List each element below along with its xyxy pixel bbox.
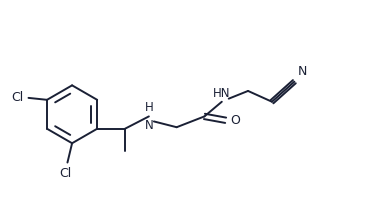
Text: N: N (145, 119, 153, 132)
Text: Cl: Cl (12, 91, 24, 104)
Text: H: H (145, 101, 153, 114)
Text: O: O (230, 114, 240, 127)
Text: N: N (297, 65, 307, 78)
Text: Cl: Cl (59, 167, 72, 180)
Text: HN: HN (213, 87, 230, 100)
